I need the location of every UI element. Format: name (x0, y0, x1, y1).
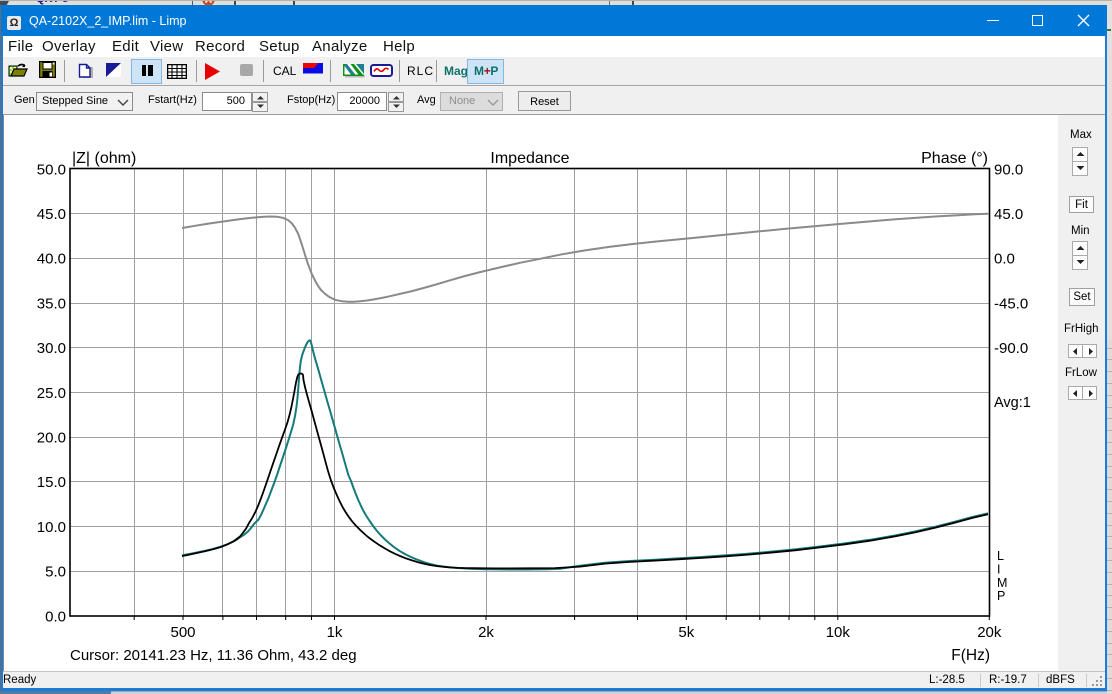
svg-text:500: 500 (170, 624, 195, 641)
svg-text:20.0: 20.0 (37, 430, 66, 447)
svg-text:F(Hz): F(Hz) (951, 647, 990, 664)
svg-text:50.0: 50.0 (37, 161, 66, 178)
svg-text:15.0: 15.0 (37, 474, 66, 491)
svg-text:Avg:1: Avg:1 (994, 395, 1031, 411)
svg-text:25.0: 25.0 (37, 385, 66, 402)
svg-text:-45.0: -45.0 (994, 295, 1028, 312)
svg-text:45.0: 45.0 (37, 206, 66, 223)
svg-text:30.0: 30.0 (37, 340, 66, 357)
svg-text:40.0: 40.0 (37, 251, 66, 268)
svg-text:2k: 2k (478, 624, 494, 641)
svg-text:5.0: 5.0 (45, 564, 66, 581)
svg-text:Phase (°): Phase (°) (921, 150, 988, 167)
svg-text:20k: 20k (977, 624, 1002, 641)
svg-text:10.0: 10.0 (37, 519, 66, 536)
svg-text:45.0: 45.0 (994, 206, 1023, 223)
svg-text:90.0: 90.0 (994, 161, 1023, 178)
svg-text:35.0: 35.0 (37, 295, 66, 312)
svg-text:10k: 10k (826, 624, 851, 641)
svg-text:0.0: 0.0 (994, 251, 1015, 268)
svg-text:1k: 1k (327, 624, 343, 641)
svg-text:I: I (997, 562, 1000, 576)
svg-text:Cursor: 20141.23 Hz, 11.36 Ohm: Cursor: 20141.23 Hz, 11.36 Ohm, 43.2 deg (70, 647, 357, 664)
svg-text:|Z| (ohm): |Z| (ohm) (72, 150, 136, 167)
svg-text:5k: 5k (678, 624, 694, 641)
svg-text:Impedance: Impedance (490, 150, 569, 167)
svg-text:L: L (997, 549, 1004, 563)
svg-text:-90.0: -90.0 (994, 340, 1028, 357)
svg-text:0.0: 0.0 (45, 608, 66, 625)
svg-text:P: P (997, 589, 1005, 603)
svg-text:M: M (997, 576, 1007, 590)
